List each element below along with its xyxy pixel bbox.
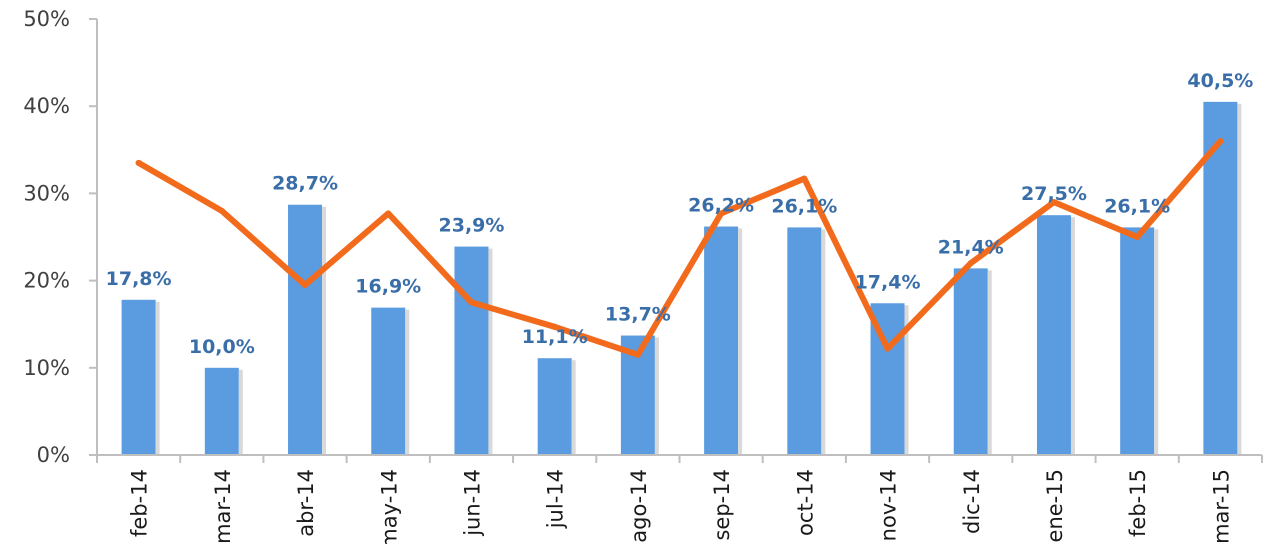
- line-point: [801, 175, 808, 182]
- data-label: 27,5%: [1021, 183, 1087, 205]
- bar-shadow: [987, 270, 992, 455]
- x-tick-label: may-14: [377, 469, 401, 544]
- x-axis: feb-14 mar-14 abr-14 may-14 jun-14 jul-14 ago-…: [96, 454, 1263, 544]
- bar-shadow: [904, 305, 909, 455]
- bar: [787, 227, 822, 455]
- line-series: [135, 138, 1224, 358]
- line-point: [1217, 138, 1224, 145]
- x-tick-label: feb-14: [128, 469, 152, 537]
- bar-shadow: [1237, 103, 1242, 455]
- bar: [537, 358, 572, 455]
- bar-shadow: [322, 206, 327, 455]
- data-label: 11,1%: [522, 326, 588, 348]
- data-label: 17,8%: [106, 268, 172, 290]
- x-tick-label: sep-14: [710, 469, 734, 541]
- line-point: [884, 345, 891, 352]
- line-point: [967, 260, 974, 267]
- line-point: [1050, 199, 1057, 206]
- x-tick-label: feb-15: [1126, 469, 1150, 537]
- data-label: 13,7%: [605, 304, 671, 326]
- data-label: 21,4%: [938, 236, 1004, 258]
- x-tick-label: ago-14: [627, 469, 651, 543]
- y-tick-label: 40%: [23, 94, 70, 118]
- y-tick-label: 10%: [23, 356, 70, 380]
- bar-shadow: [488, 248, 493, 455]
- bar-shadow: [405, 309, 410, 455]
- x-tick-label: abr-14: [294, 469, 318, 537]
- data-label: 23,9%: [439, 215, 505, 237]
- bar: [1203, 101, 1238, 455]
- line-point: [634, 351, 641, 358]
- y-tick-label: 30%: [23, 181, 70, 205]
- data-label: 40,5%: [1187, 70, 1253, 92]
- x-tick-label: mar-15: [1209, 469, 1233, 544]
- bar-shadow: [1154, 229, 1159, 455]
- x-tick-label: oct-14: [793, 469, 817, 536]
- bar-series: [121, 101, 1242, 455]
- bar: [371, 307, 406, 455]
- data-label: 26,1%: [771, 195, 837, 217]
- line-point: [551, 323, 558, 330]
- line-point: [1134, 234, 1141, 240]
- x-tick-label: mar-14: [211, 469, 235, 544]
- data-label: 28,7%: [272, 173, 338, 195]
- data-label: 26,1%: [1104, 195, 1170, 217]
- bar-shadow: [238, 369, 243, 455]
- x-tick-label: jun-14: [460, 469, 484, 537]
- line-point: [302, 281, 309, 288]
- y-tick-label: 20%: [23, 269, 70, 293]
- bar: [288, 204, 323, 455]
- line-point: [135, 159, 142, 166]
- bar: [204, 367, 239, 455]
- bar-shadow: [821, 229, 826, 455]
- bar-shadow: [738, 228, 743, 455]
- bar: [704, 226, 739, 455]
- y-tick-label: 0%: [37, 443, 70, 467]
- bar: [1036, 215, 1071, 455]
- x-tick-label: nov-14: [877, 469, 901, 541]
- bar: [1120, 227, 1155, 455]
- line-point: [385, 210, 392, 217]
- data-label: 10,0%: [189, 336, 255, 358]
- bar: [454, 246, 489, 455]
- line-path: [135, 138, 1224, 358]
- data-label: 17,4%: [855, 271, 921, 293]
- x-tick-label: dic-14: [960, 469, 984, 534]
- line-point: [468, 299, 475, 306]
- data-label: 26,2%: [688, 195, 754, 217]
- bar: [121, 299, 156, 455]
- y-tick-label: 50%: [23, 7, 70, 31]
- bar-shadow: [1070, 217, 1075, 455]
- line-point: [718, 210, 725, 217]
- bar: [953, 268, 988, 455]
- bar-shadow: [654, 337, 659, 455]
- bar-shadow: [571, 360, 576, 455]
- data-labels: 17,8% 10,0% 28,7% 16,9% 23,9% 11,1% 13,7% 26,2%…: [106, 70, 1254, 358]
- data-label: 16,9%: [355, 276, 421, 298]
- y-axis: 0% 10% 20% 30% 40% 50%: [23, 7, 98, 467]
- x-tick-label: ene-15: [1043, 469, 1067, 542]
- x-tick-label: jul-14: [544, 469, 568, 529]
- bar-shadow: [155, 301, 160, 455]
- line-point: [218, 207, 225, 214]
